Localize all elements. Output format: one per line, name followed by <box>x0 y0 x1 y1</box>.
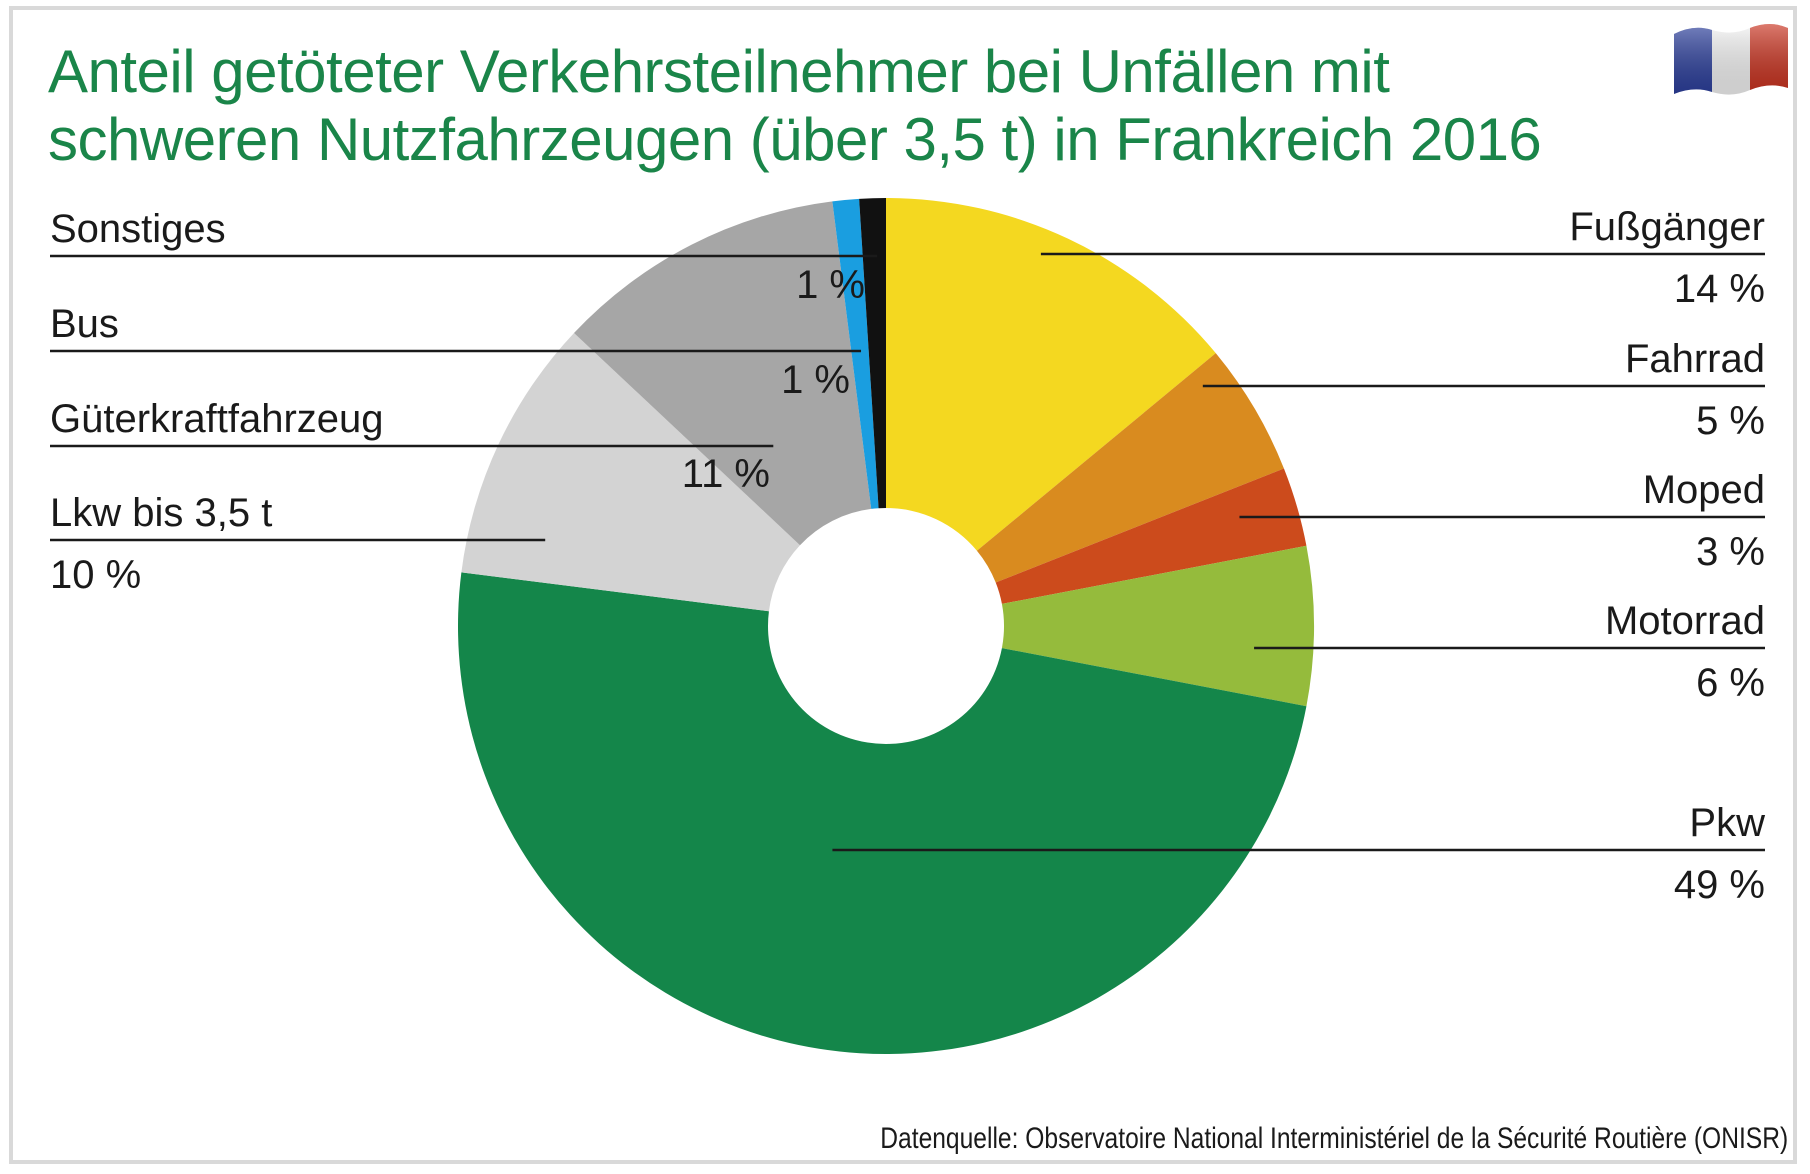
value-pkw: 49 % <box>1674 863 1765 907</box>
value-moped: 3 % <box>1696 530 1765 574</box>
value-fahrrad: 5 % <box>1696 399 1765 443</box>
label-moped: Moped <box>1643 468 1765 512</box>
slice-labels: Fußgänger 14 % Fahrrad 5 % Moped 3 % Motorrad 6… <box>50 205 1765 907</box>
label-sonstiges: Sonstiges <box>50 207 226 251</box>
label-motorrad: Motorrad <box>1605 599 1765 643</box>
slice-moped <box>995 468 1307 604</box>
label-lkw-bis-3-5-t: Lkw bis 3,5 t <box>50 491 272 535</box>
slice-gueterkraftfahrzeug <box>574 201 872 546</box>
value-bus: 1 % <box>781 358 850 402</box>
slice-sonstiges <box>859 198 886 509</box>
data-source: Datenquelle: Observatoire National Inter… <box>880 1122 1788 1155</box>
label-fahrrad: Fahrrad <box>1625 337 1765 381</box>
france-flag-icon <box>1674 24 1788 95</box>
label-pkw: Pkw <box>1689 801 1765 845</box>
slice-pkw <box>458 572 1307 1054</box>
label-fussgaenger: Fußgänger <box>1569 205 1765 249</box>
title-line-1: Anteil getöteter Verkehrsteilnehmer bei … <box>48 38 1390 105</box>
label-gueterkraftfahrzeug: Güterkraftfahrzeug <box>50 397 384 441</box>
slice-bus <box>832 198 879 509</box>
slice-fahrrad <box>976 353 1284 583</box>
donut-slices <box>458 198 1314 1054</box>
value-fussgaenger: 14 % <box>1674 267 1765 311</box>
value-lkw-bis-3-5-t: 10 % <box>50 553 141 597</box>
label-bus: Bus <box>50 302 119 346</box>
value-sonstiges: 1 % <box>796 263 865 307</box>
chart-title: Anteil getöteter Verkehrsteilnehmer bei … <box>48 38 1608 174</box>
slice-motorrad <box>1001 545 1314 707</box>
leader-lines <box>50 252 1765 852</box>
value-motorrad: 6 % <box>1696 661 1765 705</box>
value-gueterkraftfahrzeug: 11 % <box>682 452 770 496</box>
title-line-2: schweren Nutzfahrzeugen (über 3,5 t) in … <box>48 106 1542 173</box>
slice-fussgaenger <box>886 198 1216 551</box>
slice-lkw-bis-3-5-t <box>461 333 800 612</box>
